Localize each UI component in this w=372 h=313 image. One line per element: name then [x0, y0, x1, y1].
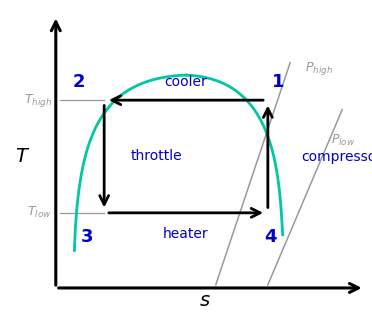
Text: $P_{high}$: $P_{high}$	[305, 60, 333, 77]
Text: throttle: throttle	[131, 150, 182, 163]
Text: $T$: $T$	[15, 147, 30, 166]
Text: cooler: cooler	[165, 75, 207, 89]
Text: $s$: $s$	[199, 291, 211, 310]
Text: heater: heater	[163, 227, 209, 241]
Text: $P_{low}$: $P_{low}$	[331, 133, 356, 148]
Text: compressor: compressor	[301, 150, 372, 163]
Text: $T_{low}$: $T_{low}$	[28, 205, 52, 220]
Text: 3: 3	[80, 228, 93, 247]
Text: 1: 1	[272, 73, 284, 91]
Text: 4: 4	[264, 228, 277, 247]
Text: $T_{high}$: $T_{high}$	[24, 92, 52, 109]
Text: 2: 2	[73, 73, 86, 91]
